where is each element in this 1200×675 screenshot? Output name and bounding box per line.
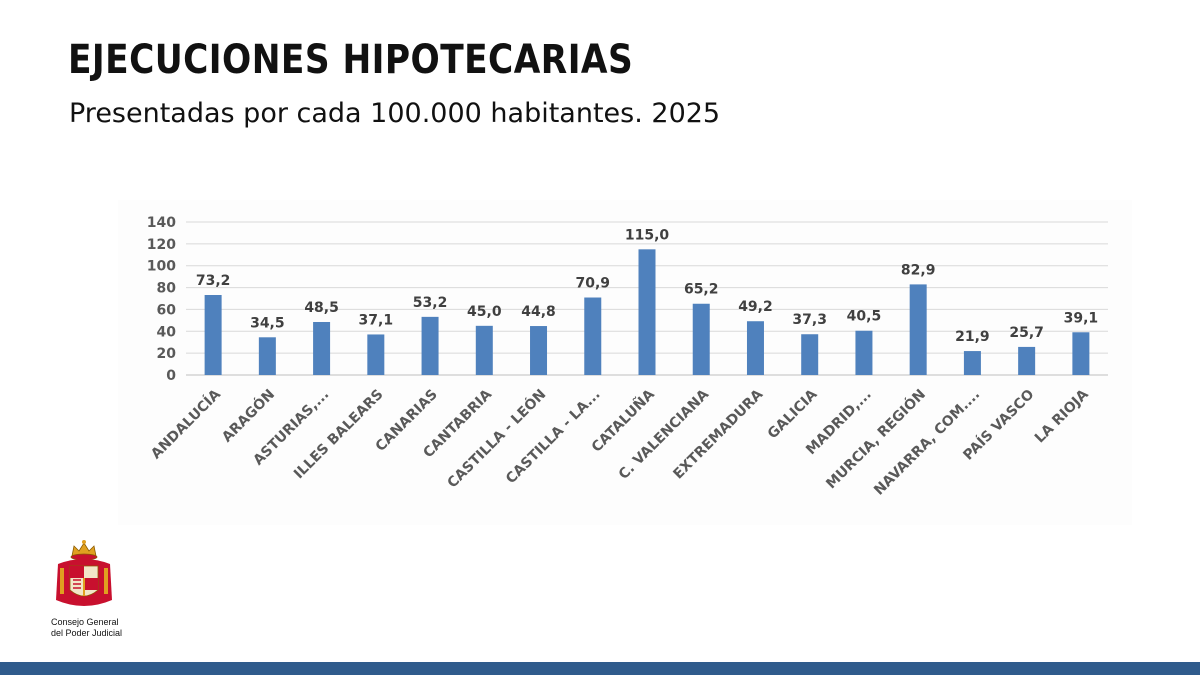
bar xyxy=(801,334,819,375)
bar xyxy=(313,321,331,375)
data-label: 49,2 xyxy=(738,299,773,315)
y-tick-label: 140 xyxy=(147,215,176,231)
data-label: 48,5 xyxy=(304,300,339,316)
x-tick-label: EXTREMADURA xyxy=(670,386,766,482)
data-label: 44,8 xyxy=(521,304,556,320)
data-label: 37,3 xyxy=(792,312,827,328)
x-tick-label: NAVARRA, COM.... xyxy=(871,387,983,499)
bar xyxy=(638,249,656,375)
x-tick-label: C. VALENCIANA xyxy=(616,386,712,482)
logo-text-line2: del Poder Judicial xyxy=(51,628,123,638)
y-tick-label: 20 xyxy=(157,346,177,362)
bar xyxy=(909,284,927,375)
bar xyxy=(1072,332,1090,375)
page-title: EJECUCIONES HIPOTECARIAS xyxy=(68,37,634,83)
bar xyxy=(367,334,385,375)
bar xyxy=(1018,346,1036,375)
bar xyxy=(258,337,276,375)
bar xyxy=(855,330,873,375)
x-tick-label: CASTILLA - LA... xyxy=(503,387,604,488)
bar xyxy=(584,297,602,375)
data-label: 82,9 xyxy=(901,262,936,278)
y-tick-label: 40 xyxy=(157,324,177,340)
data-label: 53,2 xyxy=(413,295,448,311)
cgpj-coat-of-arms-icon xyxy=(56,540,112,606)
data-label: 45,0 xyxy=(467,304,502,320)
data-label: 65,2 xyxy=(684,282,719,298)
data-label: 70,9 xyxy=(575,276,610,292)
bottom-accent-bar xyxy=(0,662,1200,675)
x-tick-label: LA RIOJA xyxy=(1032,386,1092,446)
data-label: 40,5 xyxy=(847,309,882,325)
y-tick-label: 60 xyxy=(157,302,177,318)
bar xyxy=(963,351,981,375)
bar xyxy=(746,321,764,375)
y-tick-label: 80 xyxy=(157,281,177,297)
y-tick-label: 120 xyxy=(147,237,176,253)
data-label: 39,1 xyxy=(1064,310,1099,326)
x-tick-label: ANDALUCÍA xyxy=(147,386,224,463)
y-tick-label: 100 xyxy=(147,259,176,275)
x-tick-label: MURCIA, REGIÓN xyxy=(822,385,929,492)
x-tick-label: ILLES BALEARS xyxy=(291,387,387,483)
logo-text: Consejo General del Poder Judicial xyxy=(51,617,122,639)
bar xyxy=(421,316,439,375)
value-labels: 73,2 34,5 48,5 37,1 53,2 45,0 44,8 70,9 115,0 65,… xyxy=(196,227,1098,345)
data-label: 37,1 xyxy=(359,312,394,328)
data-label: 34,5 xyxy=(250,315,285,331)
logo-text-line1: Consejo General xyxy=(51,617,119,627)
data-label: 115,0 xyxy=(625,227,670,243)
y-tick-label: 0 xyxy=(166,368,176,384)
data-label: 21,9 xyxy=(955,329,990,345)
x-tick-label: ARAGÓN xyxy=(218,385,279,446)
chart-panel: 0 20 40 60 80 100 120 140 73,2 34,5 48,5 37,1 53,2 4… xyxy=(118,200,1132,525)
data-label: 25,7 xyxy=(1009,325,1044,341)
bars xyxy=(204,249,1090,375)
bar xyxy=(530,326,548,375)
data-label: 73,2 xyxy=(196,273,231,289)
x-tick-label: CASTILLA - LEÓN xyxy=(443,385,549,491)
y-axis-ticks: 0 20 40 60 80 100 120 140 xyxy=(147,215,176,384)
bar xyxy=(204,295,222,375)
bar xyxy=(692,303,710,375)
bar-chart: 0 20 40 60 80 100 120 140 73,2 34,5 48,5 37,1 53,2 4… xyxy=(147,215,1108,499)
bar xyxy=(475,325,493,375)
x-tick-label: GALICIA xyxy=(765,386,821,442)
page-subtitle: Presentadas por cada 100.000 habitantes.… xyxy=(69,98,721,129)
